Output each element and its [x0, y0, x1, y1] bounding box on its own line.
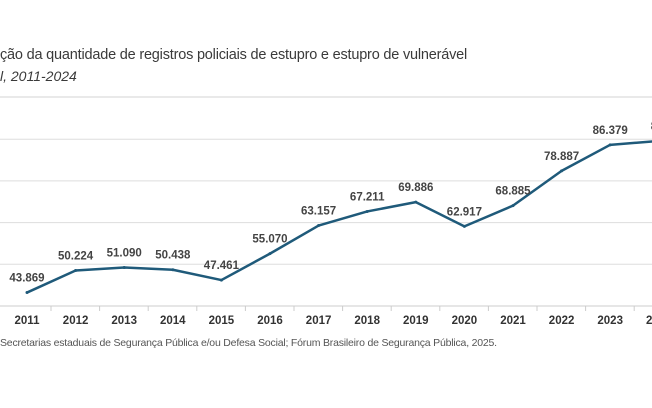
data-point — [511, 204, 515, 208]
x-tick-label: 2019 — [403, 315, 429, 327]
x-tick-label: 2024 — [646, 315, 652, 327]
data-point — [268, 252, 272, 256]
data-point — [74, 268, 78, 272]
x-tick-label: 2021 — [500, 315, 526, 327]
x-tick-label: 2018 — [354, 315, 380, 327]
data-point — [317, 224, 321, 228]
data-label: 67.211 — [350, 191, 385, 203]
data-label: 55.070 — [252, 234, 287, 246]
data-label: 62.917 — [447, 206, 482, 218]
series-line — [26, 140, 652, 294]
data-label: 78.887 — [544, 151, 579, 163]
data-point — [560, 169, 564, 173]
x-tick-label: 2022 — [549, 315, 575, 327]
data-point — [462, 224, 466, 228]
data-point — [25, 291, 29, 295]
x-tick-label: 2012 — [63, 315, 89, 327]
data-label: 51.090 — [107, 247, 142, 259]
x-tick-label: 2016 — [257, 315, 283, 327]
chart-source: Secretarias estaduais de Segurança Públi… — [0, 337, 497, 349]
x-tick-label: 2017 — [306, 315, 332, 327]
data-label: 68.885 — [495, 186, 531, 198]
data-point — [414, 200, 418, 204]
data-point — [365, 209, 369, 213]
x-tick-label: 2023 — [597, 315, 623, 327]
chart-subtitle: l, 2011-2024 — [0, 68, 77, 84]
data-label: 43.869 — [9, 273, 44, 285]
data-point — [219, 278, 223, 282]
x-tick-label: 2015 — [209, 315, 235, 327]
data-label: 50.438 — [155, 250, 191, 262]
x-tick-label: 2020 — [452, 315, 478, 327]
data-label: 86.379 — [593, 125, 628, 137]
x-tick-label: 2011 — [15, 315, 41, 327]
data-label: 69.886 — [398, 182, 433, 194]
x-tick-label: 2013 — [111, 315, 137, 327]
x-tick-label: 2014 — [160, 315, 186, 327]
data-label: 50.224 — [58, 250, 94, 262]
chart-title: ção da quantidade de registros policiais… — [0, 47, 468, 63]
data-label: 47.461 — [204, 260, 240, 272]
data-label: 87. — [651, 121, 652, 133]
data-point — [608, 143, 612, 147]
data-point — [122, 265, 126, 269]
data-label: 63.157 — [301, 206, 336, 218]
data-point — [171, 268, 175, 272]
